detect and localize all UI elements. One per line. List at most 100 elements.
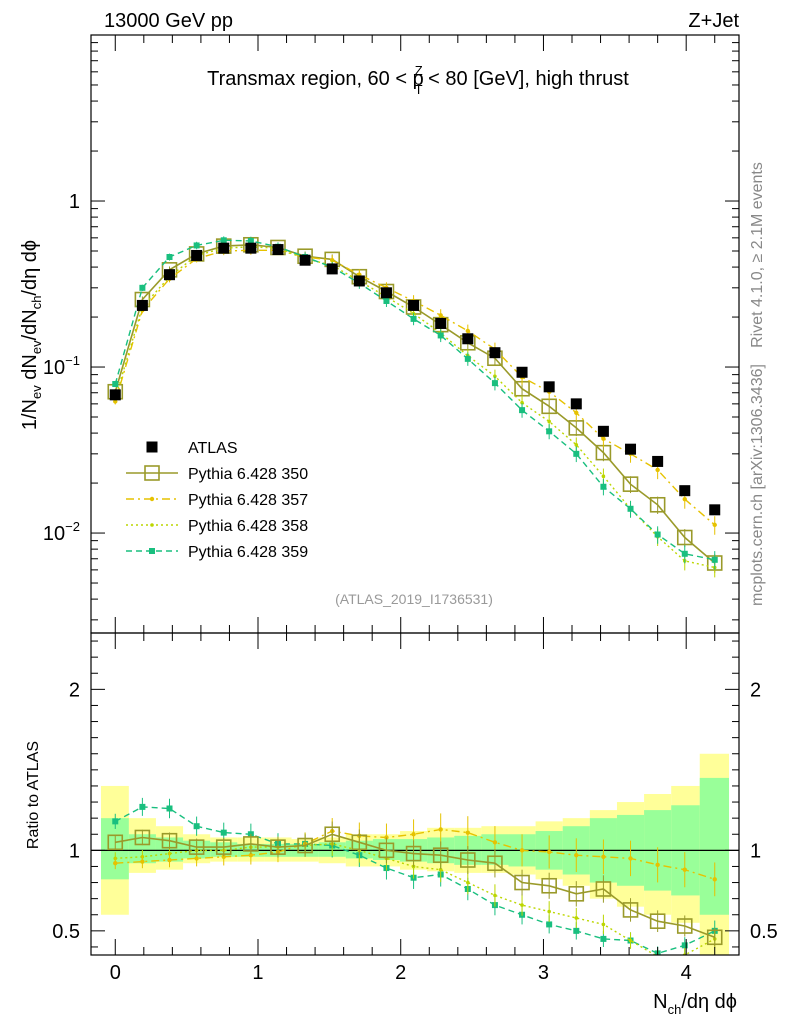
series-358-point bbox=[520, 400, 524, 405]
legend-item: Pythia 6.428 350 bbox=[126, 465, 308, 483]
series-359-point bbox=[166, 254, 173, 261]
mcplots-label: mcplots.cern.ch [arXiv:1306.3436] bbox=[749, 364, 766, 606]
legend-item: Pythia 6.428 358 bbox=[126, 518, 308, 535]
ratio-y-tick-label-right: 2 bbox=[750, 679, 761, 701]
series-359-point bbox=[193, 242, 200, 249]
ratio-357-point bbox=[411, 832, 416, 837]
main-title: Transmax region, 60 < pZ T < 80 [GeV], hi… bbox=[207, 63, 629, 97]
atlas-point bbox=[326, 263, 338, 275]
atlas-point bbox=[652, 455, 664, 467]
ratio-358-point bbox=[520, 903, 524, 907]
atlas-point bbox=[489, 347, 501, 359]
series-357-point bbox=[574, 410, 579, 416]
series-359-point bbox=[711, 556, 718, 563]
series-359-point bbox=[220, 237, 227, 244]
y-tick-label: 10−1 bbox=[43, 353, 80, 379]
legend-label: Pythia 6.428 350 bbox=[188, 466, 308, 483]
series-350-point bbox=[676, 529, 693, 546]
series-358-point bbox=[601, 474, 606, 479]
series-359-point bbox=[519, 407, 526, 414]
series-359-point bbox=[491, 380, 498, 387]
atlas-point bbox=[136, 299, 148, 311]
ratio-357-point bbox=[682, 867, 687, 872]
x-tick-label: 1 bbox=[252, 962, 263, 984]
ratio-frame bbox=[90, 632, 740, 956]
ratio-357-point bbox=[194, 856, 199, 861]
main-plot-area bbox=[107, 236, 723, 578]
ratio-358-point bbox=[601, 922, 606, 927]
series-357-point bbox=[438, 313, 443, 318]
ratio-359-point bbox=[220, 829, 227, 836]
atlas-point bbox=[272, 244, 284, 256]
series-359-point bbox=[464, 355, 471, 362]
series-357-point bbox=[465, 328, 471, 334]
ratio-350-point bbox=[243, 836, 259, 852]
y-tick-label: 10−2 bbox=[43, 519, 80, 545]
series-359-point bbox=[600, 483, 607, 490]
ratio-350-point bbox=[405, 845, 422, 862]
ratio-350-point bbox=[676, 918, 693, 934]
atlas-point bbox=[597, 425, 609, 437]
main-axes: 10−2 10−1 1 bbox=[43, 35, 739, 633]
ratio-y-tick-label-right: 1 bbox=[750, 840, 761, 862]
ratio-359-point bbox=[600, 935, 607, 942]
ratio-357-point bbox=[546, 849, 552, 855]
ratio-plot-area bbox=[91, 753, 739, 955]
ratio-y-tick-label: 2 bbox=[69, 679, 80, 701]
atlas-point bbox=[462, 333, 474, 345]
x-tick-label: 3 bbox=[538, 962, 549, 984]
ratio-358-point bbox=[628, 938, 633, 943]
x-tick-label: 0 bbox=[110, 962, 121, 984]
atlas-point bbox=[709, 504, 721, 516]
ratio-y-tick-label-right: 0.5 bbox=[750, 921, 778, 943]
ratio-350-point bbox=[378, 842, 395, 859]
ratio-359-point bbox=[573, 927, 580, 934]
series-357-point bbox=[330, 258, 335, 263]
series-358-point bbox=[493, 374, 497, 379]
ratio-350-point bbox=[324, 826, 341, 843]
ratio-350-point bbox=[188, 839, 205, 855]
ratio-y-tick-label: 1 bbox=[69, 840, 80, 862]
ratio-axes: 0.5 0.5 1 1 2 2 0 1 2 3 4 bbox=[52, 633, 778, 984]
ratio-359-point bbox=[112, 818, 119, 825]
series-359-line bbox=[114, 239, 715, 561]
ratio-357-point bbox=[574, 852, 579, 858]
y-tick-label: 1 bbox=[69, 191, 80, 213]
legend-marker bbox=[146, 441, 158, 453]
ratio-357-point bbox=[601, 854, 606, 859]
legend-label: Pythia 6.428 357 bbox=[188, 492, 308, 509]
series-359-point bbox=[410, 315, 417, 322]
ratio-357-point bbox=[628, 856, 633, 861]
ratio-359-point bbox=[546, 921, 553, 928]
rivet-label: Rivet 4.1.0, ≥ 2.1M events bbox=[749, 162, 766, 348]
legend: ATLAS Pythia 6.428 350 Pythia 6.428 357 Pyt… bbox=[126, 440, 308, 561]
ratio-350-point bbox=[622, 902, 639, 918]
ratio-357-point bbox=[248, 852, 254, 858]
ratio-359-point bbox=[166, 805, 173, 812]
ratio-350-point bbox=[460, 852, 476, 868]
ratio-350-point bbox=[297, 837, 313, 854]
ratio-357-point bbox=[465, 830, 471, 835]
series-350-line bbox=[114, 243, 716, 564]
series-358-point bbox=[574, 443, 579, 447]
ratio-358-point bbox=[438, 867, 443, 872]
ratio-357-point bbox=[492, 840, 498, 845]
series-359-point bbox=[383, 297, 390, 304]
ratio-panel: 0.5 0.5 1 1 2 2 0 1 2 3 4 Ratio to ATLAS Nch/dη dϕ bbox=[25, 632, 778, 1017]
ratio-357-line bbox=[115, 828, 715, 880]
legend-marker bbox=[144, 465, 160, 481]
legend-marker bbox=[150, 523, 154, 527]
title-sup: Z bbox=[415, 63, 423, 78]
legend-marker bbox=[149, 496, 155, 502]
ratio-359-point bbox=[681, 942, 688, 949]
legend-item: Pythia 6.428 357 bbox=[126, 492, 308, 509]
ratio-359-point bbox=[193, 823, 200, 830]
ratio-350-point bbox=[432, 847, 449, 863]
legend-item: Pythia 6.428 359 bbox=[126, 544, 308, 561]
atlas-point bbox=[164, 269, 176, 281]
main-ylabel: 1/Nev dNev/dNch/dη dϕ bbox=[19, 240, 44, 430]
ratio-350-point bbox=[649, 913, 666, 929]
ratio-350-point bbox=[568, 886, 585, 902]
series-350-point bbox=[622, 476, 639, 492]
